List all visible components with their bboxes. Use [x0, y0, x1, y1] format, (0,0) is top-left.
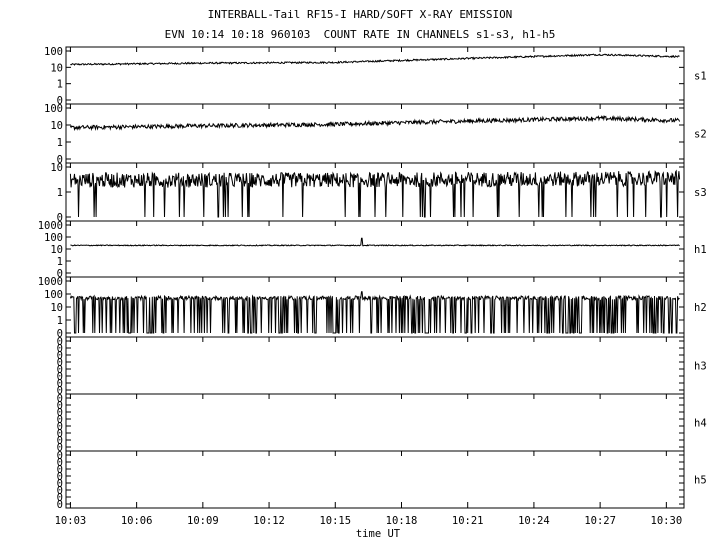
y-tick-label: 0: [57, 328, 63, 340]
y-tick-label: 10: [50, 302, 63, 314]
panel-label-h2: h2: [694, 302, 707, 314]
y-tick-label: 1: [57, 187, 63, 199]
x-tick-label: 10:24: [518, 515, 550, 527]
y-tick-label: 0: [57, 435, 63, 447]
panel-label-h4: h4: [694, 418, 707, 430]
series-line-s3: [69, 169, 681, 218]
y-tick-label: 1: [57, 79, 63, 91]
panel-frame-h4: [65, 393, 685, 452]
y-tick-label: 0: [57, 357, 63, 369]
x-tick-label: 10:09: [187, 515, 219, 527]
x-tick-label: 10:18: [386, 515, 418, 527]
y-tick-label: 0: [57, 268, 63, 280]
panel-frame-h1: [65, 220, 685, 278]
panel-label-s2: s2: [694, 129, 707, 141]
y-tick-label: 0: [57, 499, 63, 511]
x-tick-label: 10:30: [651, 515, 683, 527]
panel-frame-s2: [65, 103, 685, 164]
y-tick-label: 1: [57, 137, 63, 149]
y-tick-label: 10: [50, 244, 63, 256]
y-tick-label: 0: [57, 378, 63, 390]
y-tick-label: 100: [44, 103, 63, 115]
series-line-h1: [70, 237, 680, 247]
y-tick-label: 0: [57, 414, 63, 426]
x-tick-label: 10:15: [319, 515, 351, 527]
y-tick-label: 1000: [38, 220, 63, 232]
x-tick-label: 10:21: [452, 515, 484, 527]
y-tick-label: 0: [57, 364, 63, 376]
y-tick-label: 10: [50, 62, 63, 74]
panel-label-h1: h1: [694, 244, 707, 256]
y-tick-label: 0: [57, 393, 63, 405]
y-tick-label: 0: [57, 421, 63, 433]
y-tick-label: 0: [57, 457, 63, 469]
panel-label-s3: s3: [694, 187, 707, 199]
y-tick-label: 1000: [38, 276, 63, 288]
y-tick-label: 0: [57, 485, 63, 497]
y-tick-label: 0: [57, 336, 63, 348]
series-line-s2: [69, 115, 681, 132]
panel-label-h5: h5: [694, 475, 707, 487]
panel-label-h3: h3: [694, 361, 707, 373]
y-tick-label: 0: [57, 407, 63, 419]
y-tick-label: 1: [57, 256, 63, 268]
y-tick-label: 0: [57, 343, 63, 355]
y-tick-label: 0: [57, 428, 63, 440]
x-axis-label: time UT: [356, 528, 401, 540]
y-tick-label: 10: [50, 120, 63, 132]
y-tick-label: 1: [57, 315, 63, 327]
y-tick-label: 0: [57, 464, 63, 476]
x-axis: 10:03 10:06 10:09 10:12 10:15 10:18 10:21 10:24…: [55, 47, 683, 527]
y-tick-label: 0: [57, 371, 63, 383]
chart-panels: s11001010s21001010s31010h110001001010h21…: [38, 46, 707, 511]
panel-frame-h5: [65, 450, 685, 509]
series-line-s1: [70, 53, 680, 66]
y-tick-label: 100: [44, 46, 63, 58]
y-tick-label: 0: [57, 385, 63, 397]
chart-subtitle: EVN 10:14 10:18 960103 COUNT RATE IN CHA…: [164, 28, 556, 41]
y-tick-label: 0: [57, 478, 63, 490]
y-tick-label: 0: [57, 450, 63, 462]
x-tick-label: 10:06: [121, 515, 153, 527]
y-tick-label: 0: [57, 95, 63, 107]
y-tick-label: 0: [57, 154, 63, 166]
y-tick-label: 0: [57, 400, 63, 412]
y-tick-label: 0: [57, 442, 63, 454]
y-tick-label: 0: [57, 492, 63, 504]
x-tick-label: 10:12: [253, 515, 285, 527]
y-tick-label: 0: [57, 471, 63, 483]
panel-frame-s1: [65, 46, 685, 105]
x-tick-label: 10:27: [584, 515, 616, 527]
chart-title: INTERBALL-Tail RF15-I HARD/SOFT X-RAY EM…: [207, 8, 513, 21]
y-tick-label: 0: [57, 212, 63, 224]
y-tick-label: 10: [50, 162, 63, 174]
y-tick-label: 0: [57, 350, 63, 362]
y-tick-label: 100: [44, 232, 63, 244]
panel-frame-h3: [65, 336, 685, 395]
y-tick-label: 100: [44, 289, 63, 301]
x-tick-label: 10:03: [55, 515, 87, 527]
panel-label-s1: s1: [694, 71, 707, 83]
series-line-h2: [69, 291, 680, 334]
panel-frame-h2: [65, 276, 685, 338]
